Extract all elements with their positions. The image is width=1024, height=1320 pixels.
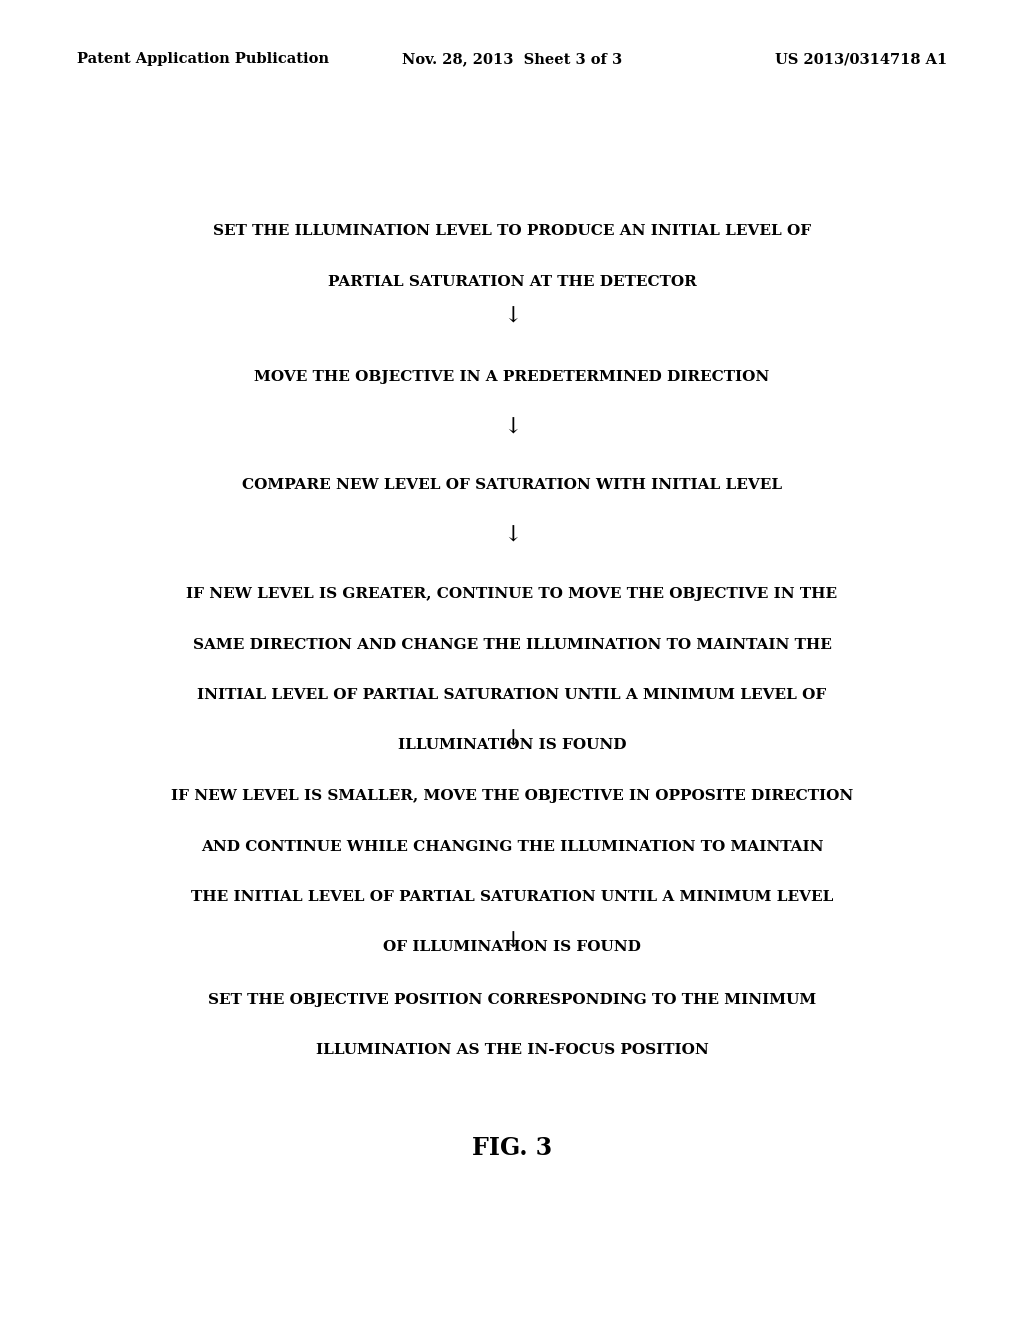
Text: Nov. 28, 2013  Sheet 3 of 3: Nov. 28, 2013 Sheet 3 of 3 [402,53,622,66]
Text: IF NEW LEVEL IS GREATER, CONTINUE TO MOVE THE OBJECTIVE IN THE: IF NEW LEVEL IS GREATER, CONTINUE TO MOV… [186,587,838,602]
Text: ↓: ↓ [503,306,521,327]
Text: ↓: ↓ [503,417,521,438]
Text: ↓: ↓ [503,525,521,546]
Text: INITIAL LEVEL OF PARTIAL SATURATION UNTIL A MINIMUM LEVEL OF: INITIAL LEVEL OF PARTIAL SATURATION UNTI… [198,688,826,702]
Text: SET THE OBJECTIVE POSITION CORRESPONDING TO THE MINIMUM: SET THE OBJECTIVE POSITION CORRESPONDING… [208,993,816,1007]
Text: FIG. 3: FIG. 3 [472,1137,552,1160]
Text: SAME DIRECTION AND CHANGE THE ILLUMINATION TO MAINTAIN THE: SAME DIRECTION AND CHANGE THE ILLUMINATI… [193,638,831,652]
Text: OF ILLUMINATION IS FOUND: OF ILLUMINATION IS FOUND [383,940,641,954]
Text: PARTIAL SATURATION AT THE DETECTOR: PARTIAL SATURATION AT THE DETECTOR [328,275,696,289]
Text: ILLUMINATION AS THE IN-FOCUS POSITION: ILLUMINATION AS THE IN-FOCUS POSITION [315,1043,709,1057]
Text: US 2013/0314718 A1: US 2013/0314718 A1 [775,53,947,66]
Text: ↓: ↓ [503,931,521,952]
Text: ILLUMINATION IS FOUND: ILLUMINATION IS FOUND [397,738,627,752]
Text: IF NEW LEVEL IS SMALLER, MOVE THE OBJECTIVE IN OPPOSITE DIRECTION: IF NEW LEVEL IS SMALLER, MOVE THE OBJECT… [171,789,853,804]
Text: COMPARE NEW LEVEL OF SATURATION WITH INITIAL LEVEL: COMPARE NEW LEVEL OF SATURATION WITH INI… [242,478,782,492]
Text: Patent Application Publication: Patent Application Publication [77,53,329,66]
Text: MOVE THE OBJECTIVE IN A PREDETERMINED DIRECTION: MOVE THE OBJECTIVE IN A PREDETERMINED DI… [254,370,770,384]
Text: AND CONTINUE WHILE CHANGING THE ILLUMINATION TO MAINTAIN: AND CONTINUE WHILE CHANGING THE ILLUMINA… [201,840,823,854]
Text: ↓: ↓ [503,729,521,750]
Text: SET THE ILLUMINATION LEVEL TO PRODUCE AN INITIAL LEVEL OF: SET THE ILLUMINATION LEVEL TO PRODUCE AN… [213,224,811,239]
Text: THE INITIAL LEVEL OF PARTIAL SATURATION UNTIL A MINIMUM LEVEL: THE INITIAL LEVEL OF PARTIAL SATURATION … [190,890,834,904]
